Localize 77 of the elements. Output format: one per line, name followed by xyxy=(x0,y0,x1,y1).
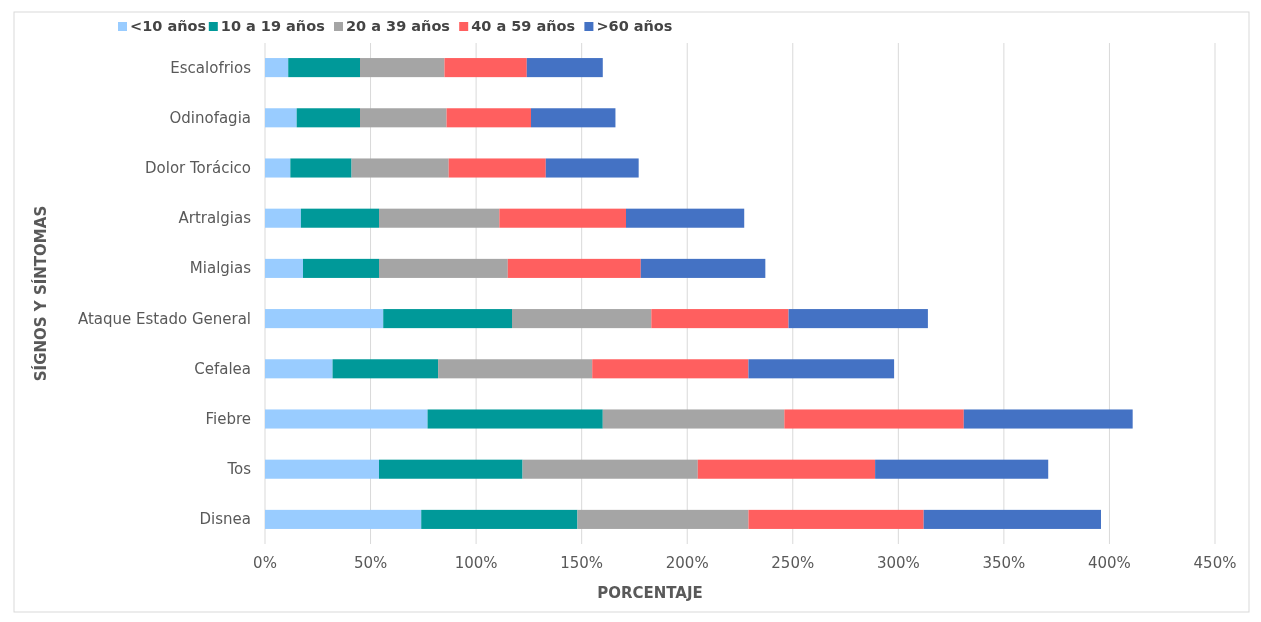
bar xyxy=(438,359,593,379)
bar xyxy=(788,309,928,329)
bar xyxy=(507,258,641,278)
legend-label: <10 años xyxy=(130,18,207,34)
bar xyxy=(448,158,546,178)
x-tick-label: 200% xyxy=(665,554,709,572)
bar xyxy=(265,258,303,278)
bar xyxy=(923,509,1101,529)
bar xyxy=(265,409,428,429)
bar xyxy=(379,258,508,278)
bar xyxy=(784,409,964,429)
legend-label: 20 a 39 años xyxy=(346,18,450,34)
legend-label: 40 a 59 años xyxy=(471,18,576,34)
bar xyxy=(444,58,527,78)
bar xyxy=(748,359,895,379)
bar xyxy=(383,309,512,329)
bar xyxy=(446,108,531,128)
bar xyxy=(512,309,652,329)
bar xyxy=(300,208,379,228)
y-tick-label: Mialgias xyxy=(189,259,252,278)
legend-label: >60 años xyxy=(596,18,673,34)
bar xyxy=(875,459,1049,479)
bar xyxy=(265,359,333,379)
y-tick-label: Cefalea xyxy=(194,359,251,378)
x-tick-label: 0% xyxy=(253,554,277,572)
bar xyxy=(427,409,603,429)
bar xyxy=(360,58,445,78)
y-tick-label: Fiebre xyxy=(205,410,251,428)
bar xyxy=(332,359,439,379)
bar xyxy=(290,158,352,178)
y-tick-label: Tos xyxy=(226,460,252,479)
bar xyxy=(265,509,422,529)
x-axis-title: PORCENTAJE xyxy=(597,584,703,602)
bar xyxy=(265,309,384,329)
bar xyxy=(288,58,360,78)
x-tick-label: 50% xyxy=(353,554,388,572)
y-tick-label: Dolor Torácico xyxy=(145,159,251,177)
bar xyxy=(748,509,924,529)
legend-label: 10 a 19 años xyxy=(220,18,325,34)
x-tick-label: 450% xyxy=(1193,554,1237,572)
bar xyxy=(592,359,749,379)
bar xyxy=(379,459,523,479)
x-tick-label: 350% xyxy=(982,554,1026,572)
y-tick-label: Escalofrios xyxy=(170,58,252,77)
bar xyxy=(265,158,291,178)
x-tick-label: 150% xyxy=(560,554,604,572)
x-tick-label: 300% xyxy=(876,554,920,572)
bar xyxy=(963,409,1133,429)
y-tick-label: Ataque Estado General xyxy=(77,309,251,328)
bar xyxy=(640,258,766,278)
bar xyxy=(351,158,449,178)
bar xyxy=(265,108,297,128)
y-tick-label: Disnea xyxy=(199,510,251,529)
bar xyxy=(265,459,379,479)
bar xyxy=(522,459,698,479)
bar xyxy=(697,459,876,479)
y-tick-label: Odinofagia xyxy=(169,108,251,127)
bar xyxy=(303,258,379,278)
bar xyxy=(265,208,301,228)
bar xyxy=(526,58,603,78)
x-tick-label: 250% xyxy=(771,554,815,572)
bar xyxy=(499,208,626,228)
bar xyxy=(379,208,500,228)
y-tick-label: Artralgias xyxy=(178,209,252,228)
bar xyxy=(651,309,789,329)
x-tick-label: 100% xyxy=(454,554,498,572)
x-tick-label: 400% xyxy=(1088,554,1131,572)
bar xyxy=(602,409,785,429)
bar xyxy=(626,208,745,228)
bar xyxy=(531,108,616,128)
bar xyxy=(360,108,447,128)
y-axis-title: SÍGNOS Y SÍNTOMAS xyxy=(31,205,50,382)
bar xyxy=(296,108,360,128)
bar xyxy=(577,509,749,529)
bar xyxy=(265,58,289,78)
bar xyxy=(421,509,578,529)
bar xyxy=(545,158,639,178)
